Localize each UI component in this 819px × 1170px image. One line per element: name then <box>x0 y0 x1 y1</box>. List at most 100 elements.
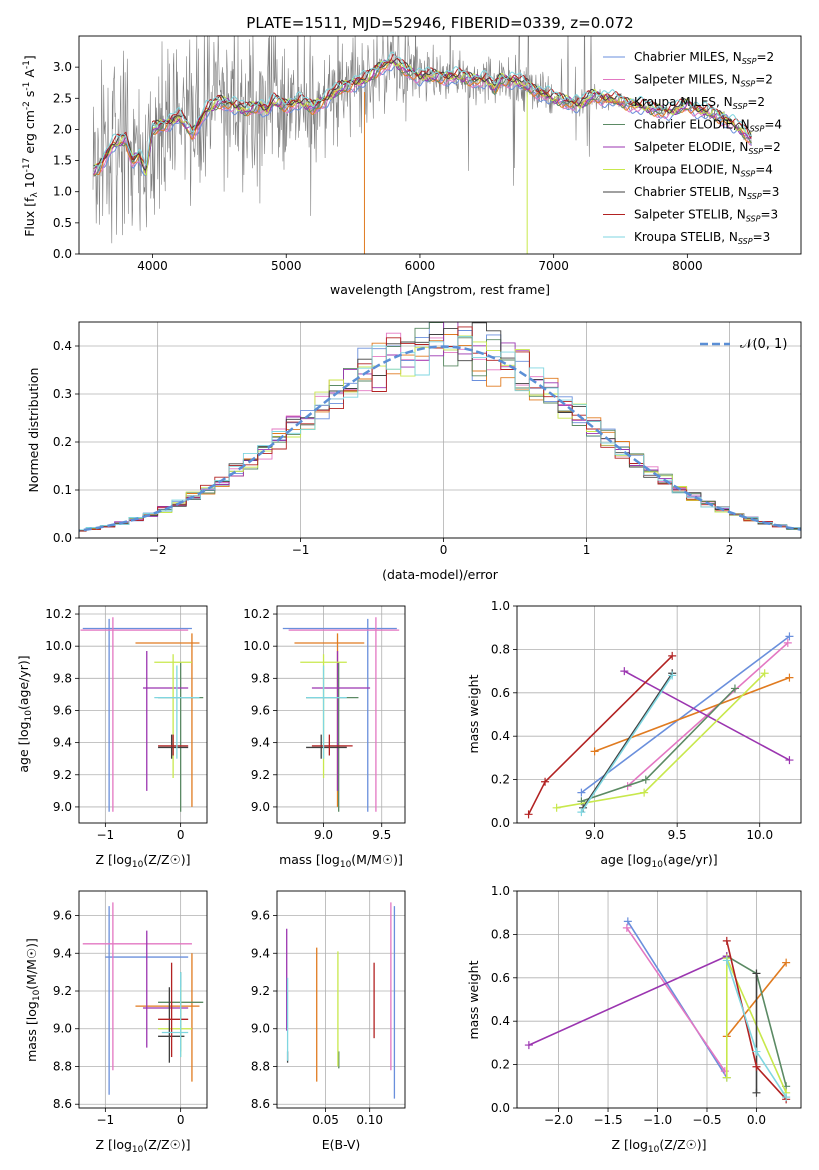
y-tick-label: 0.0 <box>53 247 72 261</box>
point-marker <box>752 969 761 978</box>
point-marker <box>722 956 731 965</box>
y-tick-label: 0.6 <box>491 971 510 985</box>
axes-age-vs-mass: 9.0 9.5 9.0 9.2 9.4 9.6 9.8 10.0 10.2 <box>243 605 406 842</box>
point-marker <box>623 917 632 926</box>
y-tick-label: 9.2 <box>251 984 270 998</box>
y-tick-label: 9.4 <box>53 946 72 960</box>
axes-frame <box>78 890 208 1109</box>
legend-entry: Chabrier STELIB, NSSP​=3 <box>634 185 779 201</box>
point-marker <box>552 803 561 812</box>
x-tick-label: 9.5 <box>668 828 687 842</box>
series-line <box>623 670 790 761</box>
y-tick-label: 0.1 <box>53 483 72 497</box>
y-tick-label: 9.6 <box>251 909 270 923</box>
axes-spectrum: 4000 5000 6000 7000 8000 0.0 0.5 1.0 1.5 2.0 2.5 3.… <box>53 35 802 273</box>
x-tick-label: 5000 <box>271 259 302 273</box>
point-marker <box>622 923 631 932</box>
y-tick-label: 10.2 <box>243 607 270 621</box>
x-tick-label: 9.0 <box>314 828 333 842</box>
axes-frame <box>78 321 802 539</box>
y-tick-label: 9.2 <box>53 768 72 782</box>
x-tick-label: 10.0 <box>746 828 773 842</box>
point-marker <box>783 638 792 647</box>
plot-area <box>524 917 791 1104</box>
y-axis-label: mass [log10​(M/M☉)] <box>24 938 42 1062</box>
x-tick-label: 0 <box>177 828 185 842</box>
x-tick-label: 7000 <box>538 259 569 273</box>
y-tick-label: 10.0 <box>243 639 270 653</box>
y-tick-label: 0.8 <box>491 642 510 656</box>
plot-area <box>79 322 801 532</box>
axes-frame <box>276 890 406 1109</box>
axes-frame <box>276 605 406 824</box>
x-tick-label: 0.0 <box>747 1113 766 1127</box>
y-axis-label: age [log10​(age/yr)] <box>16 655 34 772</box>
series-line <box>627 920 728 1079</box>
point-marker <box>785 632 794 641</box>
x-tick-label: 0 <box>440 543 448 557</box>
x-tick-label: 0 <box>177 1113 185 1127</box>
point-marker <box>782 958 791 967</box>
legend-entry: Kroupa MILES, NSSP​=2 <box>634 95 765 111</box>
point-marker <box>590 747 599 756</box>
model-line-0 <box>93 64 752 177</box>
series-line <box>594 676 790 753</box>
point-marker <box>524 810 533 819</box>
y-tick-label: 1.0 <box>491 599 510 613</box>
histogram-step-8 <box>79 336 801 532</box>
plot-area <box>282 617 400 812</box>
point-marker <box>668 671 677 680</box>
axes-frame <box>516 890 802 1109</box>
y-tick-label: 0.2 <box>491 773 510 787</box>
series-line <box>581 687 736 803</box>
x-tick-label: −1 <box>97 1113 115 1127</box>
y-tick-label: 2.0 <box>53 122 72 136</box>
series-line <box>580 635 790 794</box>
axes-age-vs-Z: −1 0 9.0 9.2 9.4 9.6 9.8 10.0 10.2 <box>45 605 208 842</box>
point-marker <box>752 1062 761 1071</box>
axes-mass-vs-EBV: 0.05 0.10 8.6 8.8 9.0 9.2 9.4 9.6 <box>251 890 406 1127</box>
legend-entry: 𝒩(0, 1) <box>740 337 787 352</box>
model-line-2 <box>93 59 752 176</box>
x-tick-label: 1 <box>583 543 591 557</box>
y-tick-label: 1.0 <box>491 884 510 898</box>
series-line <box>626 927 726 1072</box>
x-axis-label: age [log10​(age/yr)] <box>600 852 717 870</box>
gaussian-curve <box>79 345 801 532</box>
axes-frame <box>78 605 208 824</box>
y-tick-label: 9.0 <box>53 1022 72 1036</box>
y-tick-label: 0.2 <box>53 435 72 449</box>
legend-entry: Chabrier MILES, NSSP​=2 <box>634 50 774 66</box>
point-marker <box>524 1041 533 1050</box>
axes-residuals: −2 −1 0 1 2 0.0 0.1 0.2 0.3 0.4 𝒩(0, 1) <box>53 321 802 557</box>
x-axis-label: E(B-V) <box>322 1137 361 1152</box>
y-axis-label: mass weight <box>466 960 481 1039</box>
x-tick-label: −2.0 <box>544 1113 573 1127</box>
point-marker <box>760 669 769 678</box>
x-tick-label: 9.0 <box>585 828 604 842</box>
y-tick-label: 9.4 <box>53 736 72 750</box>
y-tick-label: 9.4 <box>251 946 270 960</box>
y-tick-label: 8.6 <box>53 1097 72 1111</box>
point-marker <box>782 1093 791 1102</box>
x-tick-label: 8000 <box>672 259 703 273</box>
y-tick-label: 0.5 <box>53 216 72 230</box>
y-tick-label: 1.5 <box>53 154 72 168</box>
y-tick-label: 8.8 <box>251 1059 270 1073</box>
point-marker <box>641 775 650 784</box>
x-tick-label: 4000 <box>137 259 168 273</box>
y-tick-label: 0.6 <box>491 686 510 700</box>
y-tick-label: 0.0 <box>53 531 72 545</box>
x-axis-label: Z [log10​(Z/Z☉)] <box>95 1137 190 1155</box>
x-axis-label: Z [log10​(Z/Z☉)] <box>95 852 190 870</box>
legend-entry: Chabrier ELODIE, NSSP​=4 <box>634 118 782 134</box>
axes-mass-weight-vs-age: 9.0 9.5 10.0 0.0 0.2 0.4 0.6 0.8 1.0 <box>491 599 802 842</box>
axes-frame <box>516 605 802 824</box>
y-tick-label: 9.6 <box>53 703 72 717</box>
y-axis-label: Normed distribution <box>26 368 41 493</box>
x-tick-label: −1.5 <box>593 1113 622 1127</box>
axes-frame <box>78 35 802 255</box>
point-marker <box>722 936 731 945</box>
y-tick-label: 9.8 <box>251 671 270 685</box>
